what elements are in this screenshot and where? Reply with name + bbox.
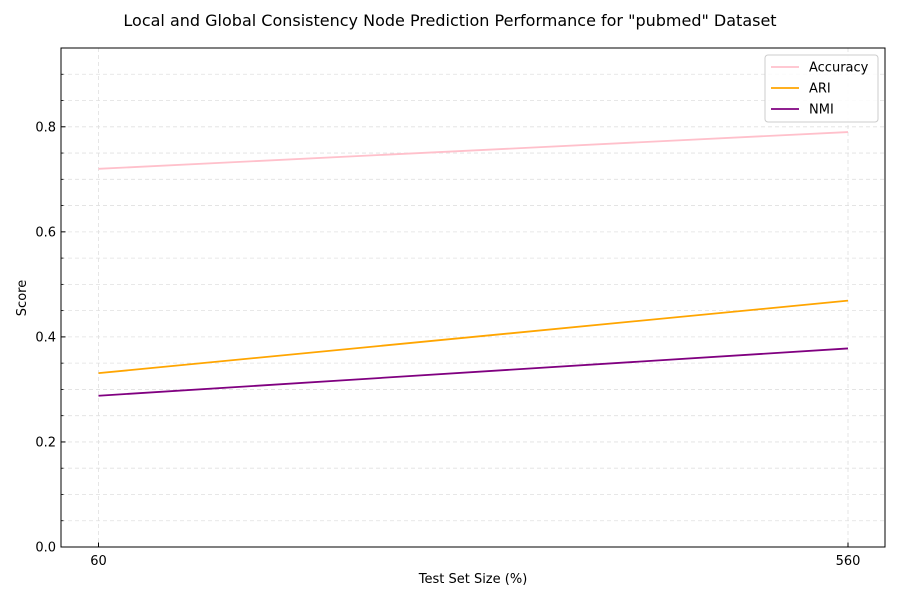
legend-label: Accuracy xyxy=(809,61,869,76)
series-line-accuracy xyxy=(98,131,849,170)
x-tick-label: 560 xyxy=(836,554,861,569)
x-axis-label: Test Set Size (%) xyxy=(418,572,528,587)
legend-box xyxy=(764,54,879,123)
legend: Accuracy ARI NMI xyxy=(764,54,879,123)
legend-label: NMI xyxy=(809,103,834,118)
y-tick-label: 0.0 xyxy=(35,541,56,556)
axes: 0.0 0.2 0.4 0.6 0.8 60 560 xyxy=(35,73,861,569)
y-tick-label: 0.6 xyxy=(35,225,56,240)
y-tick-label: 0.2 xyxy=(35,435,56,450)
legend-label: ARI xyxy=(809,82,831,97)
chart-title: Local and Global Consistency Node Predic… xyxy=(123,11,776,30)
series-line-ari xyxy=(98,299,849,375)
plot-area-frame xyxy=(60,47,886,548)
series-line-nmi xyxy=(98,347,849,397)
y-axis-label: Score xyxy=(15,280,30,316)
y-tick-label: 0.8 xyxy=(35,120,56,135)
series-lines xyxy=(98,131,849,397)
y-tick-label: 0.4 xyxy=(35,330,56,345)
x-tick-label: 60 xyxy=(90,554,107,569)
grid xyxy=(61,48,885,547)
